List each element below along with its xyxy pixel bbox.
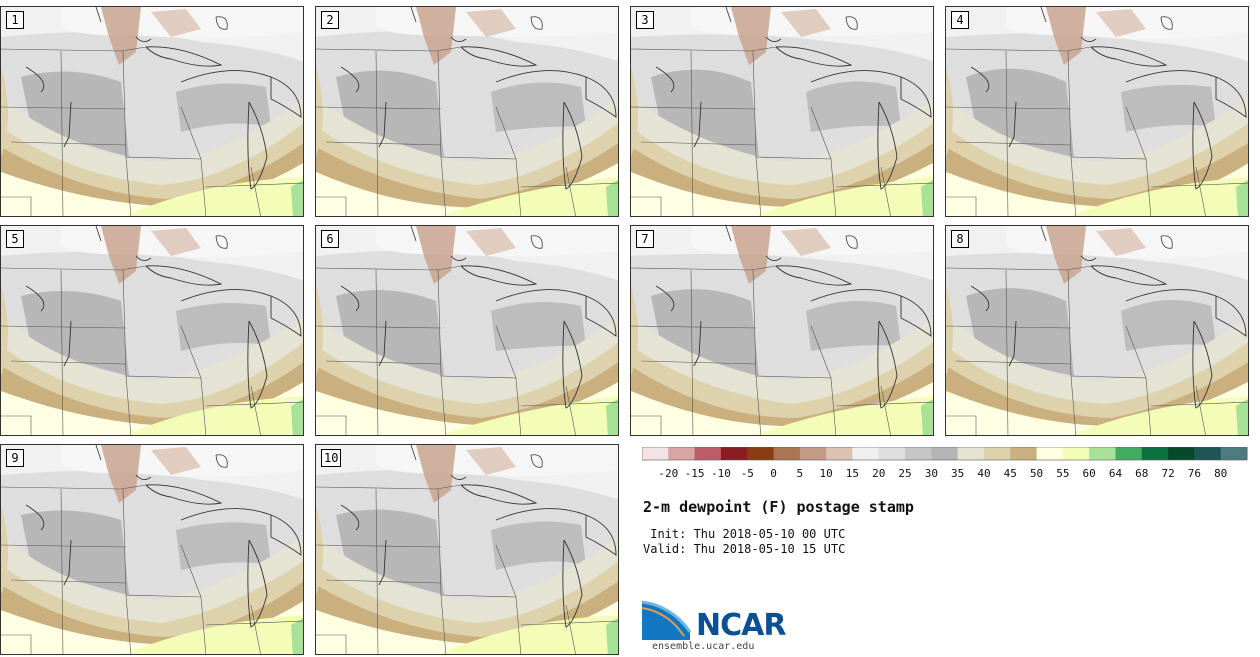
colorbar-tick-label: 72 xyxy=(1161,467,1174,480)
colorbar-tick-label: 45 xyxy=(1004,467,1017,480)
member-panel: 9 xyxy=(0,444,304,655)
colorbar-swatch xyxy=(852,447,880,460)
colorbar-tick-label: 15 xyxy=(846,467,859,480)
member-panel: 6 xyxy=(315,225,619,436)
colorbar-tick-label: 30 xyxy=(925,467,938,480)
colorbar-tick-label: 20 xyxy=(872,467,885,480)
member-number-label: 3 xyxy=(636,11,654,29)
colorbar-swatch xyxy=(747,447,775,460)
colorbar-swatch xyxy=(957,447,985,460)
member-number-label: 8 xyxy=(951,230,969,248)
member-panel: 3 xyxy=(630,6,934,217)
colorbar-tick-label: 5 xyxy=(797,467,804,480)
colorbar-swatch xyxy=(1062,447,1090,460)
colorbar-tick-label: 60 xyxy=(1083,467,1096,480)
valid-time: Valid: Thu 2018-05-10 15 UTC xyxy=(643,542,846,556)
colorbar-swatch xyxy=(773,447,801,460)
colorbar-swatch xyxy=(826,447,853,460)
dewpoint-colorbar: -20 -15 -10 -5 0 5 10 15 20 25 30 35 40 45 50 55 60 64 68 7… xyxy=(642,447,1248,480)
colorbar-swatch xyxy=(905,447,932,460)
member-panel: 8 xyxy=(945,225,1249,436)
colorbar-swatch xyxy=(931,447,959,460)
colorbar-tick-label: -5 xyxy=(741,467,754,480)
member-panel: 4 xyxy=(945,6,1249,217)
colorbar-tick-label: 0 xyxy=(770,467,777,480)
member-number-label: 4 xyxy=(951,11,969,29)
member-number-label: 7 xyxy=(636,230,654,248)
colorbar-tick-label: -15 xyxy=(685,467,705,480)
colorbar-swatch xyxy=(1220,447,1248,460)
member-number-label: 9 xyxy=(6,449,24,467)
ensemble-url: ensemble.ucar.edu xyxy=(652,641,755,652)
ncar-logo-icon xyxy=(642,600,692,640)
colorbar-swatch xyxy=(1168,447,1195,460)
colorbar-swatch xyxy=(1194,447,1222,460)
colorbar-tick-label: 55 xyxy=(1056,467,1069,480)
member-panel: 7 xyxy=(630,225,934,436)
colorbar-swatch xyxy=(694,447,722,460)
member-panel: 1 xyxy=(0,6,304,217)
member-panel: 5 xyxy=(0,225,304,436)
colorbar-swatch xyxy=(1010,447,1038,460)
colorbar-swatch xyxy=(642,447,669,460)
colorbar-swatch xyxy=(983,447,1011,460)
colorbar-tick-label: 40 xyxy=(977,467,990,480)
colorbar-swatch xyxy=(878,447,906,460)
colorbar-tick-label: 25 xyxy=(898,467,911,480)
colorbar-tick-label: 76 xyxy=(1188,467,1201,480)
colorbar-tick-label: 35 xyxy=(951,467,964,480)
colorbar-swatch xyxy=(1115,447,1143,460)
colorbar-swatch xyxy=(720,447,748,460)
ncar-logo-wordmark: NCAR xyxy=(696,608,786,643)
colorbar-tick-label: 80 xyxy=(1214,467,1227,480)
colorbar-swatch xyxy=(1141,447,1169,460)
colorbar-tick-label: 68 xyxy=(1135,467,1148,480)
colorbar-swatch xyxy=(1036,447,1064,460)
init-time: Init: Thu 2018-05-10 00 UTC xyxy=(643,527,846,541)
member-number-label: 2 xyxy=(321,11,339,29)
member-number-label: 10 xyxy=(321,449,342,467)
member-panel: 2 xyxy=(315,6,619,217)
colorbar-swatch xyxy=(799,447,827,460)
colorbar-swatch xyxy=(1089,447,1116,460)
colorbar-tick-label: -20 xyxy=(658,467,678,480)
member-panel: 10 xyxy=(315,444,619,655)
member-number-label: 6 xyxy=(321,230,339,248)
member-number-label: 1 xyxy=(6,11,24,29)
member-number-label: 5 xyxy=(6,230,24,248)
colorbar-swatch xyxy=(668,447,696,460)
colorbar-border xyxy=(642,447,1248,461)
colorbar-tick-label: 50 xyxy=(1030,467,1043,480)
colorbar-tick-label: -10 xyxy=(711,467,731,480)
plot-title: 2-m dewpoint (F) postage stamp xyxy=(643,498,914,516)
colorbar-tick-label: 10 xyxy=(820,467,833,480)
colorbar-tick-label: 64 xyxy=(1109,467,1123,480)
